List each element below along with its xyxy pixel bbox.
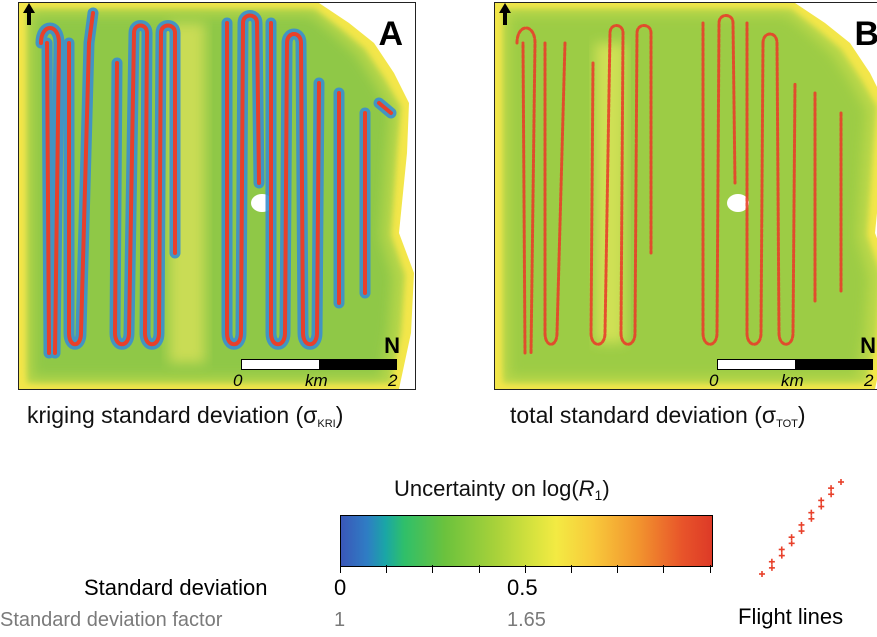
kriging-map bbox=[19, 3, 414, 389]
colorbar-tick bbox=[479, 565, 480, 573]
scale-unit-label: km bbox=[305, 371, 328, 390]
sd-min-value: 0 bbox=[334, 575, 347, 600]
sdf-min-value: 1 bbox=[334, 609, 346, 631]
scale-bar bbox=[241, 359, 397, 370]
total-sd-map bbox=[495, 3, 877, 389]
colorbar-title-suffix: ) bbox=[602, 476, 610, 501]
colorbar-title-var: R bbox=[578, 476, 595, 501]
north-arrow-icon bbox=[23, 3, 35, 25]
panel-letter: B bbox=[854, 15, 877, 53]
map-panel-a: A N 0 km 2 bbox=[18, 2, 416, 390]
colorbar-title-sub: 1 bbox=[594, 487, 603, 503]
colorbar-tick bbox=[663, 565, 664, 573]
flight-lines-total bbox=[515, 14, 843, 355]
data-gap-hole bbox=[727, 194, 749, 212]
caption-a-subscript: KRI bbox=[317, 418, 336, 430]
sd-row-label: Standard deviation bbox=[84, 575, 268, 600]
flight-lines-label: Flight lines bbox=[738, 604, 844, 629]
north-arrow-icon bbox=[499, 3, 511, 25]
caption-a-text: kriging standard deviation (σ bbox=[27, 402, 318, 428]
colorbar bbox=[340, 515, 713, 567]
scale-unit-label: km bbox=[781, 371, 804, 390]
colorbar-title: Uncertainty on log(R1) bbox=[394, 476, 610, 503]
colorbar-title-prefix: Uncertainty on log( bbox=[394, 476, 579, 501]
flight-lines-legend-icon bbox=[759, 479, 844, 577]
caption-b-close: ) bbox=[797, 402, 806, 428]
flight-lines-kriging bbox=[35, 7, 397, 359]
caption-a-close: ) bbox=[335, 402, 344, 428]
sdf-row-label: Standard deviation factor bbox=[0, 609, 223, 631]
colorbar-tick bbox=[386, 565, 387, 573]
colorbar-tick bbox=[340, 565, 341, 573]
scale-end-label: 2 bbox=[864, 371, 874, 390]
colorbar-tick bbox=[571, 565, 572, 573]
scale-start-label: 0 bbox=[233, 371, 243, 390]
caption-b-subscript: TOT bbox=[776, 418, 798, 430]
colorbar-tick bbox=[617, 565, 618, 573]
caption-panel-a: kriging standard deviation (σKRI) bbox=[27, 402, 343, 430]
sdf-mid-value: 1.65 bbox=[507, 609, 546, 631]
north-label: N bbox=[860, 333, 876, 358]
colorbar-tick bbox=[525, 565, 526, 573]
caption-b-text: total standard deviation (σ bbox=[510, 402, 777, 428]
sd-mid-value: 0.5 bbox=[507, 575, 538, 600]
colorbar-tick bbox=[710, 565, 711, 573]
scale-start-label: 0 bbox=[709, 371, 719, 390]
map-panel-b: B N 0 km 2 bbox=[494, 2, 877, 390]
caption-panel-b: total standard deviation (σTOT) bbox=[510, 402, 806, 430]
scale-end-label: 2 bbox=[388, 371, 398, 390]
north-label: N bbox=[384, 333, 400, 358]
colorbar-tick bbox=[432, 565, 433, 573]
scale-bar bbox=[717, 359, 873, 370]
panel-letter: A bbox=[378, 15, 403, 53]
